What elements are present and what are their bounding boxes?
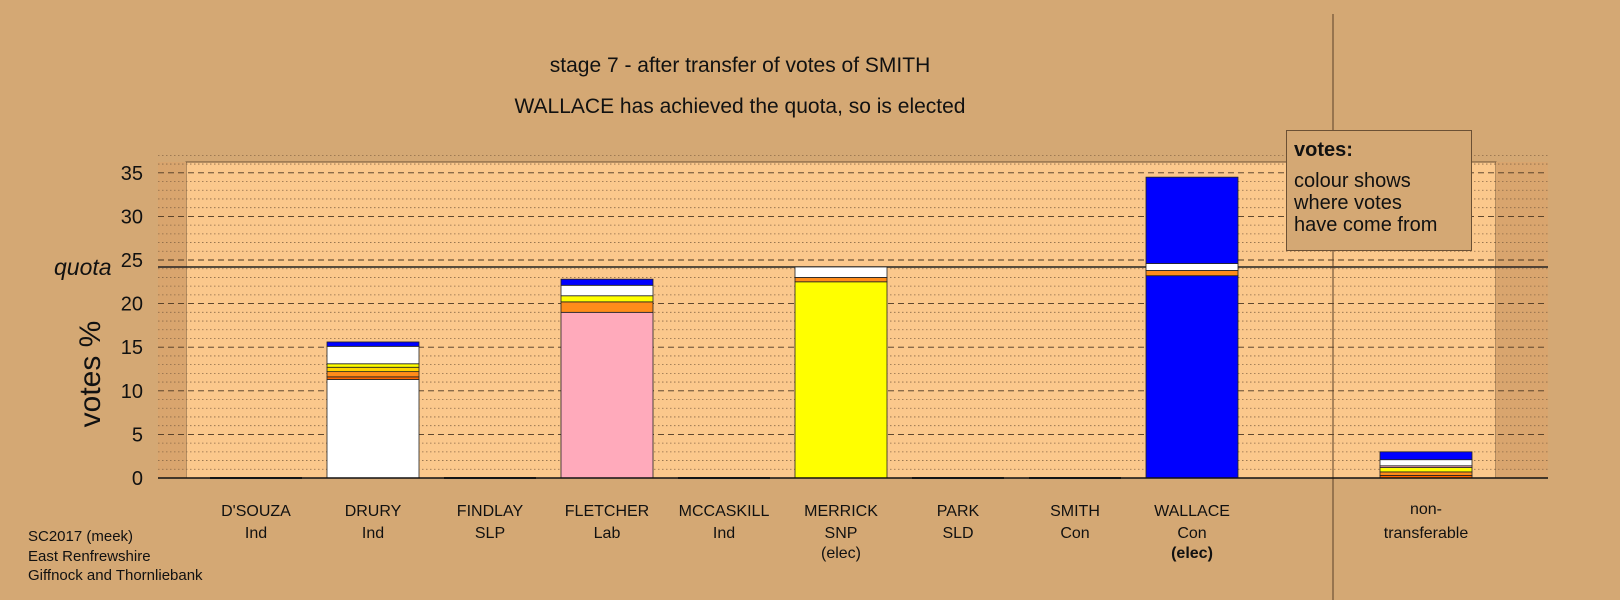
legend-title: votes: [1294,139,1353,161]
plot-margin-right [1496,162,1548,478]
candidate-party: Con [1060,525,1089,542]
footer-ward: Giffnock and Thornliebank [28,567,203,584]
chart-title: stage 7 - after transfer of votes of SMI… [549,54,931,77]
bar-segment [326,345,420,365]
bar-segment [560,295,654,303]
y-axis-label: votes % [74,321,107,428]
nontransferable-segment [1379,459,1473,467]
candidate-name: MERRICK [804,503,878,520]
bar-segment [326,379,420,479]
candidate-name: PARK [937,503,980,520]
candidate-name: MCCASKILL [679,503,770,520]
candidate-party: SLP [475,525,505,542]
bar-segment [560,311,654,479]
candidate-party: SNP [825,525,858,542]
bar-segment [326,363,420,368]
candidate-status: (elec) [1171,545,1213,562]
candidate-party: Ind [713,525,735,542]
candidate-name: FLETCHER [565,503,649,520]
quota-label: quota [54,254,112,280]
nontransferable-segment [1379,471,1473,476]
y-tick-label: 20 [121,294,143,316]
y-tick-label: 35 [121,163,143,185]
candidate-party: Lab [594,525,621,542]
bar-segment [560,278,654,286]
bar-segment [794,266,888,278]
y-tick-label: 25 [121,250,143,272]
chart-subtitle: WALLACE has achieved the quota, so is el… [514,95,966,118]
plot-margin-left [158,162,186,478]
candidate-name: D'SOUZA [221,503,291,520]
candidate-party: SLD [942,525,973,542]
y-tick-label: 0 [132,468,143,490]
legend-line: where votes [1294,192,1402,214]
footer-council: East Renfrewshire [28,548,151,565]
nontransferable-label: transferable [1384,525,1469,542]
legend-line: colour shows [1294,170,1411,192]
y-tick-label: 10 [121,381,143,403]
candidate-name: FINDLAY [457,503,524,520]
bar-segment [1145,176,1239,264]
candidate-name: WALLACE [1154,503,1230,520]
bar-segment [560,284,654,297]
bar-segment [1145,270,1239,277]
nontransferable-label: non- [1410,501,1442,518]
bar-segment [1145,275,1239,479]
candidate-status: (elec) [821,545,861,562]
candidate-party: Ind [362,525,384,542]
nontransferable-segment [1379,467,1473,473]
bar-segment [1145,263,1239,271]
y-tick-label: 15 [121,337,143,359]
bar-segment [326,366,420,373]
legend: votes: colour shows where votes have com… [1286,130,1472,251]
candidate-name: DRURY [345,503,402,520]
bar-segment [560,301,654,313]
bar-segment [326,371,420,378]
candidate-name: SMITH [1050,503,1100,520]
candidate-party: Ind [245,525,267,542]
candidate-party: Con [1177,525,1206,542]
y-tick-label: 30 [121,206,143,228]
legend-line: have come from [1294,214,1438,236]
bar-segment [794,277,888,283]
footer-source: SC2017 (meek) [28,528,134,545]
bar-segment [794,281,888,479]
nontransferable-segment [1379,451,1473,461]
y-tick-label: 5 [132,424,143,446]
bar-segment [326,341,420,347]
